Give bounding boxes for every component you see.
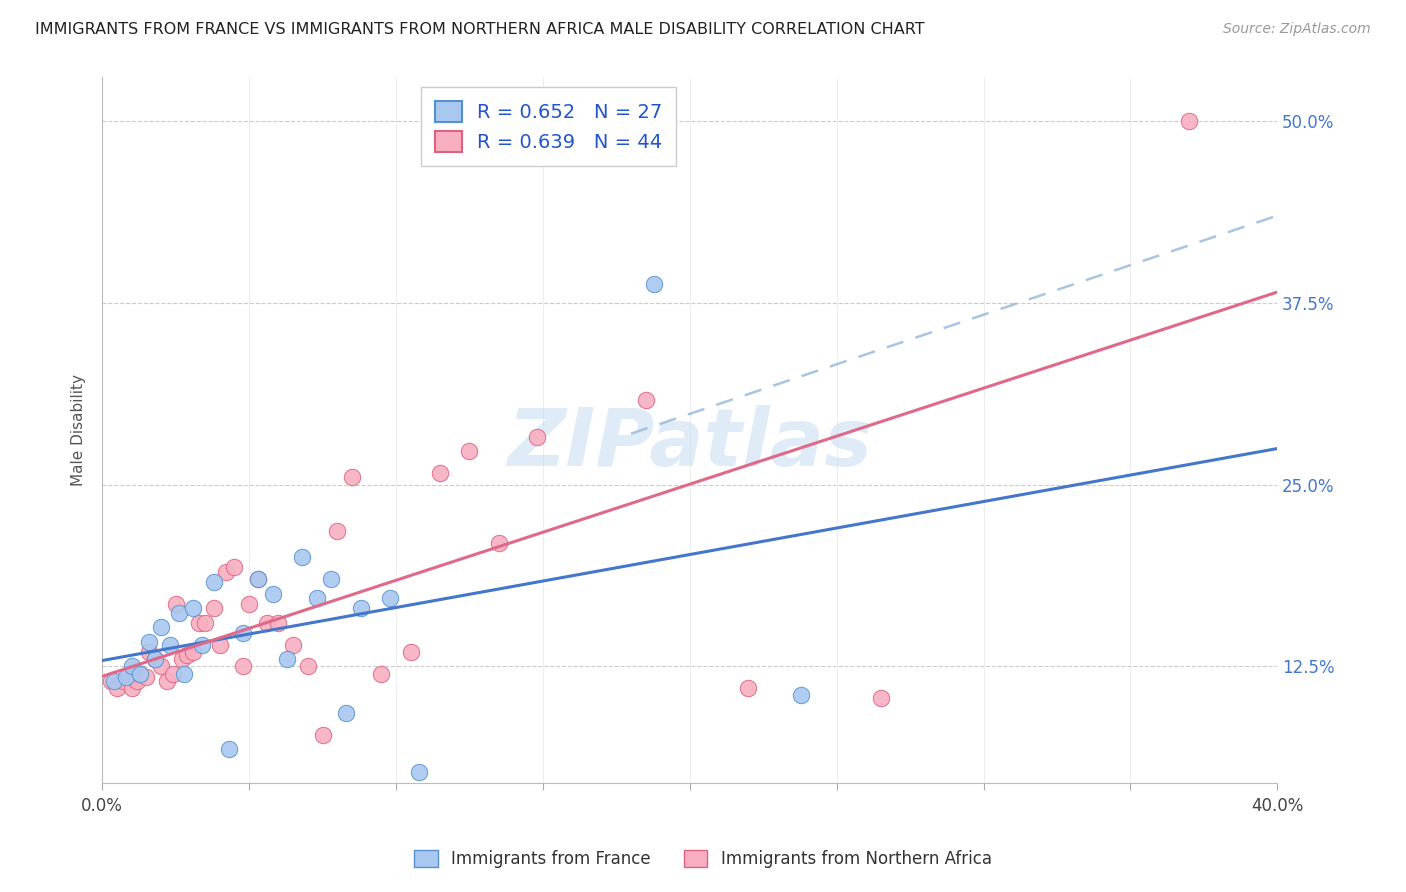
Point	[114, 669, 136, 683]
Point	[283, 638, 305, 652]
Point	[267, 615, 290, 630]
Point	[526, 429, 548, 443]
Point	[103, 673, 125, 688]
Point	[143, 652, 166, 666]
Point	[224, 560, 246, 574]
Legend: Immigrants from France, Immigrants from Northern Africa: Immigrants from France, Immigrants from …	[408, 843, 998, 875]
Point	[129, 666, 152, 681]
Point	[291, 550, 314, 565]
Point	[790, 689, 813, 703]
Point	[170, 652, 193, 666]
Point	[297, 659, 319, 673]
Text: ZIPatlas: ZIPatlas	[508, 405, 872, 483]
Point	[138, 645, 160, 659]
Point	[143, 652, 166, 666]
Point	[408, 765, 430, 780]
Point	[181, 601, 204, 615]
Point	[191, 638, 214, 652]
Point	[127, 673, 149, 688]
Point	[256, 615, 278, 630]
Point	[121, 681, 143, 695]
Point	[335, 706, 357, 720]
Legend: R = 0.652   N = 27, R = 0.639   N = 44: R = 0.652 N = 27, R = 0.639 N = 44	[422, 87, 676, 166]
Point	[429, 466, 451, 480]
Point	[737, 681, 759, 695]
Text: IMMIGRANTS FROM FRANCE VS IMMIGRANTS FROM NORTHERN AFRICA MALE DISABILITY CORREL: IMMIGRANTS FROM FRANCE VS IMMIGRANTS FRO…	[35, 22, 925, 37]
Point	[129, 666, 152, 681]
Point	[162, 666, 184, 681]
Point	[124, 666, 146, 681]
Point	[326, 524, 349, 538]
Y-axis label: Male Disability: Male Disability	[72, 374, 86, 486]
Point	[350, 601, 373, 615]
Point	[399, 645, 422, 659]
Point	[340, 470, 363, 484]
Point	[208, 638, 231, 652]
Point	[135, 669, 157, 683]
Point	[202, 601, 225, 615]
Point	[488, 535, 510, 549]
Point	[176, 648, 198, 662]
Point	[100, 673, 122, 688]
Point	[232, 659, 254, 673]
Point	[149, 659, 172, 673]
Point	[156, 673, 179, 688]
Point	[138, 634, 160, 648]
Point	[311, 728, 333, 742]
Point	[305, 591, 328, 605]
Point	[121, 659, 143, 673]
Point	[378, 591, 401, 605]
Text: Source: ZipAtlas.com: Source: ZipAtlas.com	[1223, 22, 1371, 37]
Point	[202, 574, 225, 589]
Point	[321, 572, 343, 586]
Point	[105, 681, 128, 695]
Point	[238, 597, 260, 611]
Point	[149, 620, 172, 634]
Point	[188, 615, 211, 630]
Point	[118, 666, 141, 681]
Point	[370, 666, 392, 681]
Point	[643, 277, 665, 291]
Point	[214, 565, 236, 579]
Point	[159, 638, 181, 652]
Point	[458, 444, 481, 458]
Point	[1178, 114, 1201, 128]
Point	[869, 691, 891, 706]
Point	[181, 645, 204, 659]
Point	[246, 572, 269, 586]
Point	[262, 587, 284, 601]
Point	[167, 606, 190, 620]
Point	[194, 615, 217, 630]
Point	[276, 652, 298, 666]
Point	[111, 673, 134, 688]
Point	[173, 666, 195, 681]
Point	[165, 597, 187, 611]
Point	[246, 572, 269, 586]
Point	[232, 626, 254, 640]
Point	[218, 742, 240, 756]
Point	[634, 393, 657, 408]
